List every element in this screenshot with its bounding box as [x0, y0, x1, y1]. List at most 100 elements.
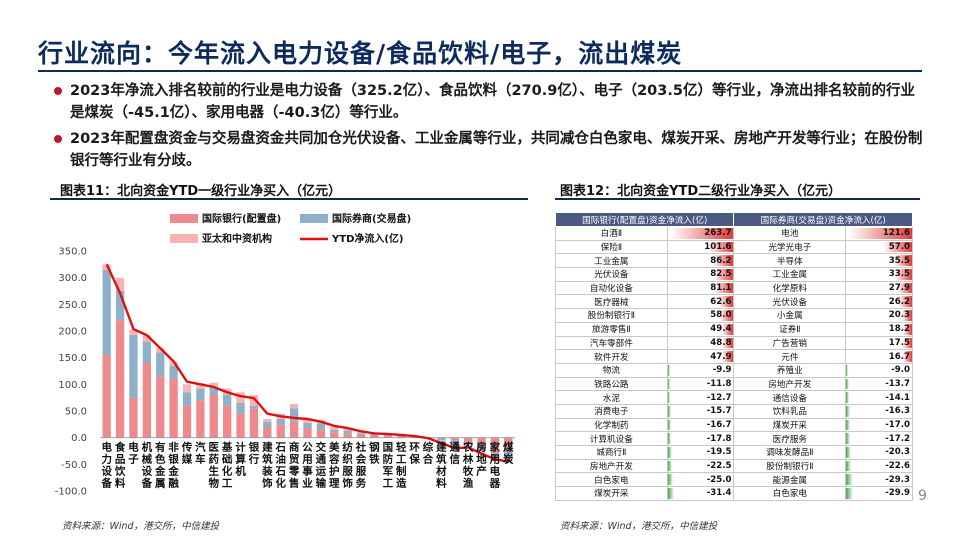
- x-category-label: 通信: [450, 442, 461, 466]
- value-text: 81.1: [710, 283, 732, 294]
- net-flow-cell: -25.0: [666, 472, 735, 488]
- industry-name-cell: 光伏设备: [555, 267, 668, 282]
- industry-name-cell: 煤炭开采: [733, 417, 847, 433]
- x-category-label: 机械设备: [141, 441, 153, 490]
- net-flow-cell: -13.7: [845, 376, 913, 392]
- value-text: 58.0: [710, 310, 732, 321]
- value-databar: [713, 269, 734, 280]
- net-flow-cell: -14.1: [845, 390, 913, 405]
- y-axis: 350.0 300.0 250.0 200.0 150.0 100.0 50.0 0.0 -50…: [55, 247, 87, 498]
- industry-name-cell: 能源金属: [733, 472, 847, 488]
- bar-segment: [289, 421, 299, 438]
- industry-name-cell: 证券Ⅱ: [733, 321, 847, 337]
- bullet-list: 2023年净流入排名较前的行业是电力设备（325.2亿）、食品饮料（270.9亿…: [54, 80, 924, 176]
- industry-name-cell: 小金属: [733, 308, 847, 323]
- industry-name-cell: 光伏设备: [733, 294, 847, 310]
- value-text: 33.5: [888, 269, 910, 280]
- page-title: 行业流向：今年流入电力设备/食品饮料/电子，流出煤炭: [38, 39, 683, 68]
- x-category-label: 交通运输: [316, 441, 327, 490]
- bar-segment: [115, 320, 125, 438]
- y-tick-label: 0.0: [71, 433, 87, 444]
- value-databar: [718, 296, 734, 308]
- industry-name-cell: 白色家电: [555, 472, 668, 488]
- net-flow-cell: 26.2: [845, 294, 913, 310]
- value-databar: [903, 337, 912, 349]
- net-flow-cell: 49.4: [666, 321, 735, 337]
- value-databar: [846, 392, 850, 403]
- value-databar: [667, 447, 672, 458]
- industry-name-cell: 计算机设备: [555, 431, 668, 446]
- value-databar: [846, 474, 853, 486]
- bar-segment: [156, 376, 165, 438]
- value-text: 27.9: [888, 283, 910, 294]
- value-text: 49.4: [710, 324, 732, 335]
- value-text: -17.0: [885, 419, 910, 430]
- y-tick-label: -100.0: [55, 487, 87, 498]
- value-databar: [846, 405, 850, 417]
- bar-segment: [236, 403, 245, 414]
- value-databar: [894, 269, 912, 280]
- bar-segment: [477, 445, 486, 451]
- legend-label: 亚太和中资机构: [202, 232, 272, 245]
- table-row: 化学制药 -16.7 煤炭开采 -17.0: [555, 417, 913, 433]
- industry-name-cell: 房地产开发: [555, 458, 668, 474]
- value-text: -16.3: [885, 406, 910, 417]
- bar-segment: [196, 383, 205, 389]
- x-category-label: 商贸零售: [288, 441, 300, 490]
- x-category-label: 社会服务: [355, 441, 367, 490]
- value-databar: [667, 419, 672, 431]
- value-databar: [846, 488, 853, 499]
- legend-label: 国际银行(配置盘): [202, 212, 281, 225]
- value-databar: [667, 433, 672, 444]
- x-axis: 电力设备食品饮料电子机械设备有色金属非银金融传媒汽车医药生物基础化工计算机银行建…: [100, 441, 514, 490]
- x-category-label: 有色金属: [154, 441, 166, 490]
- value-databar: [670, 228, 734, 239]
- industry-name-cell: 煤炭开采: [555, 486, 668, 501]
- table-row: 工业金属 86.2 半导体 35.5: [555, 253, 913, 269]
- table-row: 保险Ⅱ 101.6 光学光电子 57.0: [555, 239, 913, 255]
- bar-segment: [263, 419, 272, 422]
- x-category-label: 传媒: [181, 441, 193, 466]
- value-text: 57.0: [888, 242, 910, 253]
- x-category-label: 轻工制造: [396, 441, 407, 490]
- net-flow-cell: -29.3: [845, 472, 913, 488]
- bar-segment: [129, 334, 138, 398]
- value-databar: [667, 488, 675, 499]
- industry-name-cell: 股份制银行Ⅱ: [733, 458, 847, 474]
- x-category-label: 汽车: [195, 441, 206, 466]
- x-category-label: 医药生物: [209, 442, 220, 490]
- net-flow-cell: -17.8: [666, 431, 735, 446]
- value-text: -15.7: [706, 406, 732, 417]
- net-flow-cell: 62.6: [666, 294, 735, 310]
- bar-segment: [156, 352, 165, 377]
- figure12-title: 图表12：北向资金YTD二级行业净买入（亿元）: [560, 184, 842, 199]
- bar-segment: [115, 291, 125, 321]
- industry-name-cell: 白色家电: [733, 486, 847, 501]
- value-text: -20.3: [885, 447, 910, 458]
- value-text: -9.9: [712, 365, 732, 376]
- net-flow-cell: -31.4: [666, 486, 735, 501]
- table-row: 光伏设备 82.5 工业金属 33.5: [555, 267, 913, 282]
- net-flow-cell: 58.0: [666, 308, 735, 323]
- bar-segment: [303, 422, 312, 429]
- value-databar: [667, 405, 671, 417]
- bar-segment: [370, 435, 379, 438]
- bar-segment: [263, 427, 272, 438]
- value-text: 35.5: [888, 255, 910, 266]
- net-flow-cell: -17.0: [845, 417, 913, 433]
- value-text: 26.2: [888, 296, 910, 307]
- table-row: 城商行Ⅱ -19.5 调味发酵品Ⅱ -20.3: [555, 445, 913, 460]
- value-text: 17.5: [888, 337, 910, 348]
- bar-segment: [504, 451, 513, 458]
- industry-name-cell: 通信设备: [733, 390, 847, 405]
- value-text: -22.6: [885, 461, 910, 472]
- industry-name-cell: 广告营销: [733, 335, 847, 351]
- bar-segment: [236, 413, 245, 438]
- net-flow-cell: 101.6: [666, 239, 735, 255]
- bar-segment: [450, 440, 459, 446]
- bar-segment: [182, 405, 192, 438]
- figure12-divider: [555, 198, 920, 200]
- bar-segment: [383, 434, 392, 437]
- industry-name-cell: 调味发酵品Ⅱ: [733, 445, 847, 460]
- bullet-item: 2023年净流入排名较前的行业是电力设备（325.2亿）、食品饮料（270.9亿…: [54, 80, 924, 124]
